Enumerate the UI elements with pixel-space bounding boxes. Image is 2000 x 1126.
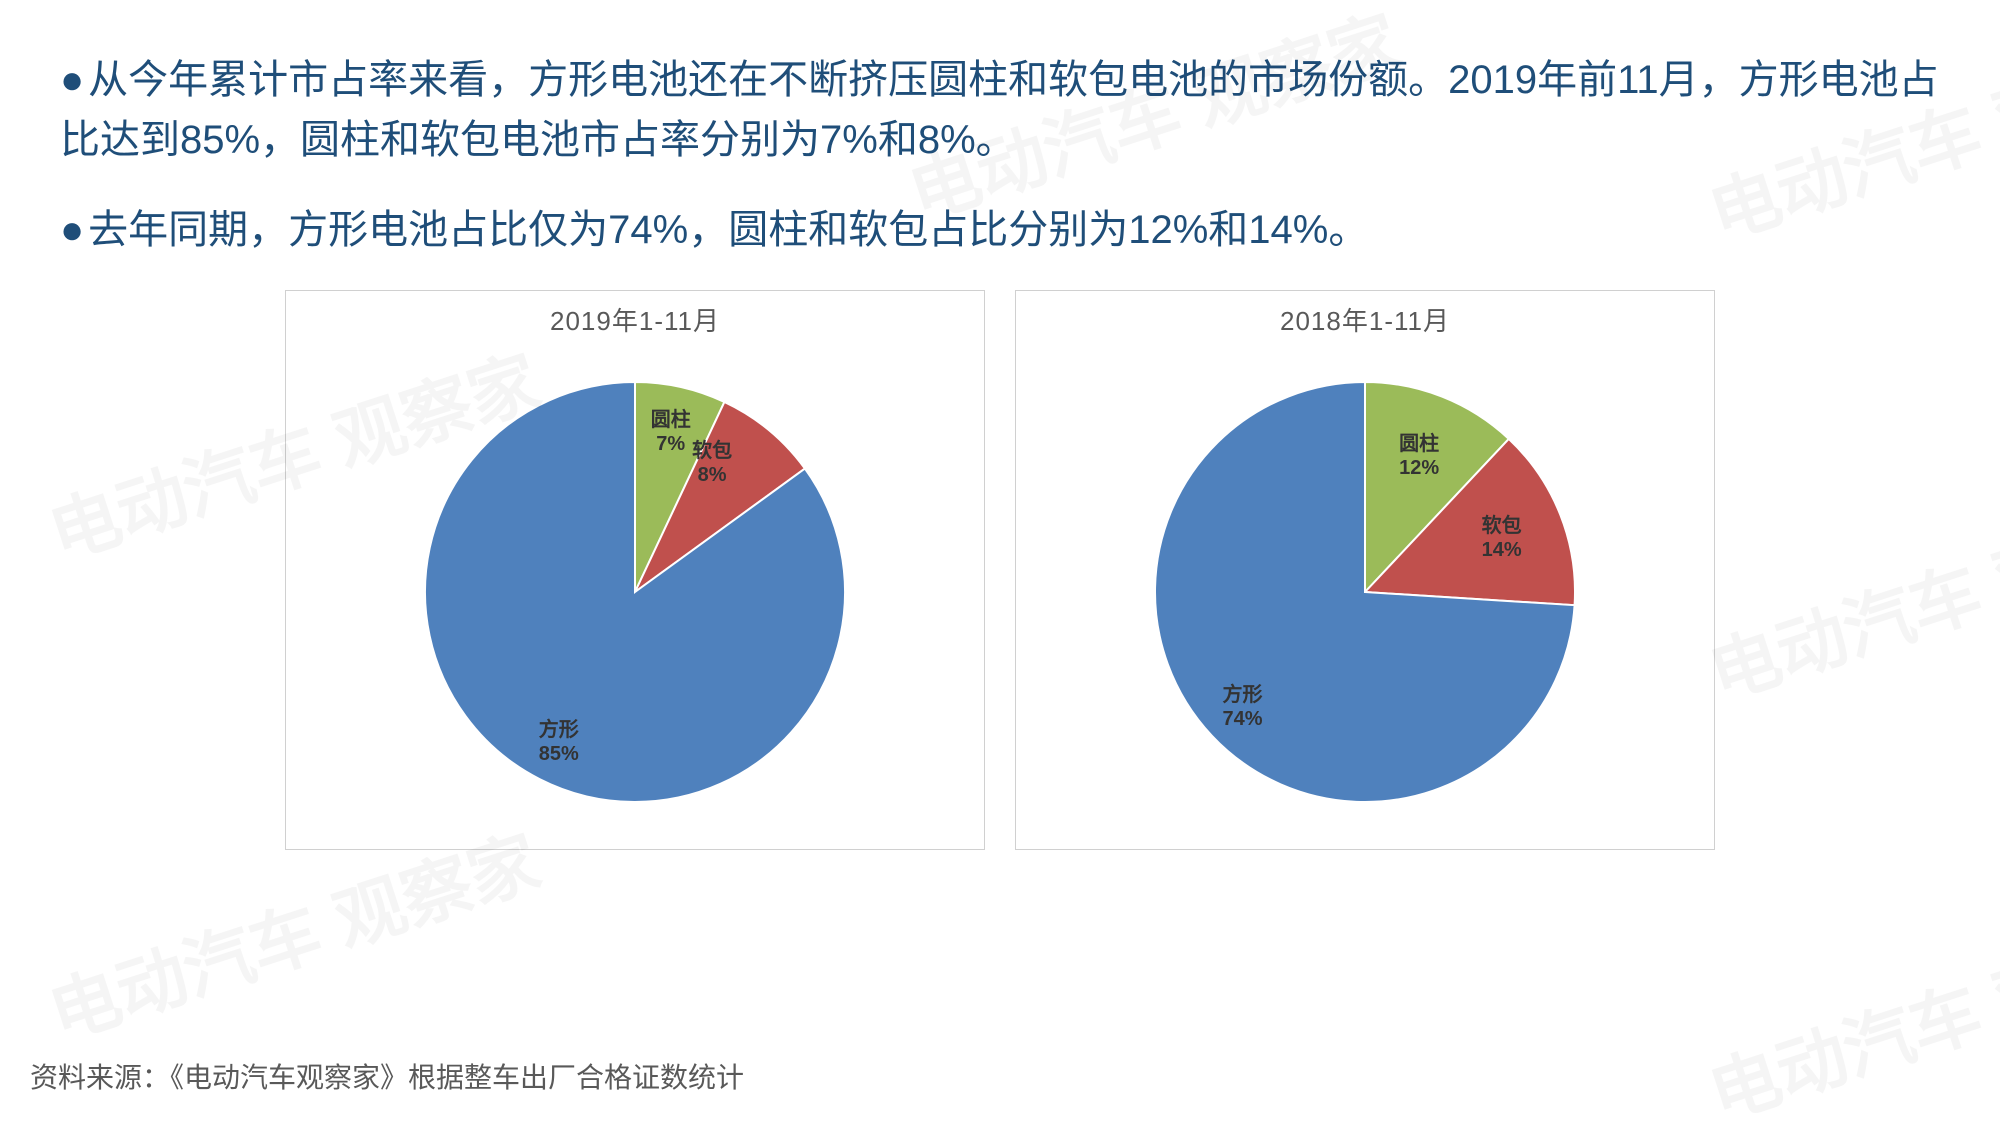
chart-title: 2018年1-11月 [1016,291,1714,338]
bullet-item: 去年同期，方形电池占比仅为74%，圆柱和软包占比分别为12%和14%。 [60,200,1940,260]
pie-slice-label: 圆柱7% [651,408,691,456]
slice-percent: 7% [651,432,691,456]
slide: 从今年累计市占率来看，方形电池还在不断挤压圆柱和软包电池的市场份额。2019年前… [0,0,2000,1126]
pie-slice-label: 方形74% [1223,683,1263,731]
slice-name: 圆柱 [651,409,691,431]
slice-name: 圆柱 [1399,433,1439,455]
pie-chart-2018: 2018年1-11月 圆柱12% 软包14% 方形74% [1015,290,1715,850]
watermark: 电动汽车 观察家 [1701,903,2000,1126]
slice-percent: 74% [1223,707,1263,731]
slice-percent: 12% [1399,456,1439,480]
watermark: 电动汽车 观察家 [41,823,549,1054]
pie-slice-label: 圆柱12% [1399,432,1439,480]
pie-wrap: 圆柱12% 软包14% 方形74% [1135,362,1595,822]
bullet-item: 从今年累计市占率来看，方形电池还在不断挤压圆柱和软包电池的市场份额。2019年前… [60,50,1940,170]
pie-slice-label: 软包8% [692,439,732,487]
chart-title: 2019年1-11月 [286,291,984,338]
slice-name: 方形 [1223,684,1263,706]
bullet-list: 从今年累计市占率来看，方形电池还在不断挤压圆柱和软包电池的市场份额。2019年前… [60,50,1940,260]
slice-percent: 14% [1482,538,1522,562]
slice-name: 方形 [539,719,579,741]
pie-svg [405,362,865,822]
slice-name: 软包 [692,440,732,462]
charts-row: 2019年1-11月 圆柱7%软包8%方形85% 2018年1-11月 圆柱12… [60,290,1940,850]
slice-percent: 85% [539,742,579,766]
pie-chart-2019: 2019年1-11月 圆柱7%软包8% 方形85% [285,290,985,850]
pie-svg [1135,362,1595,822]
source-footer: 资料来源：《电动汽车观察家》根据整车出厂合格证数统计 [30,1056,744,1096]
slice-name: 软包 [1482,515,1522,537]
pie-slice-label: 软包14% [1482,514,1522,562]
pie-slice-label: 方形85% [539,718,579,766]
slice-percent: 8% [692,463,732,487]
pie-wrap: 圆柱7%软包8% 方形85% [405,362,865,822]
